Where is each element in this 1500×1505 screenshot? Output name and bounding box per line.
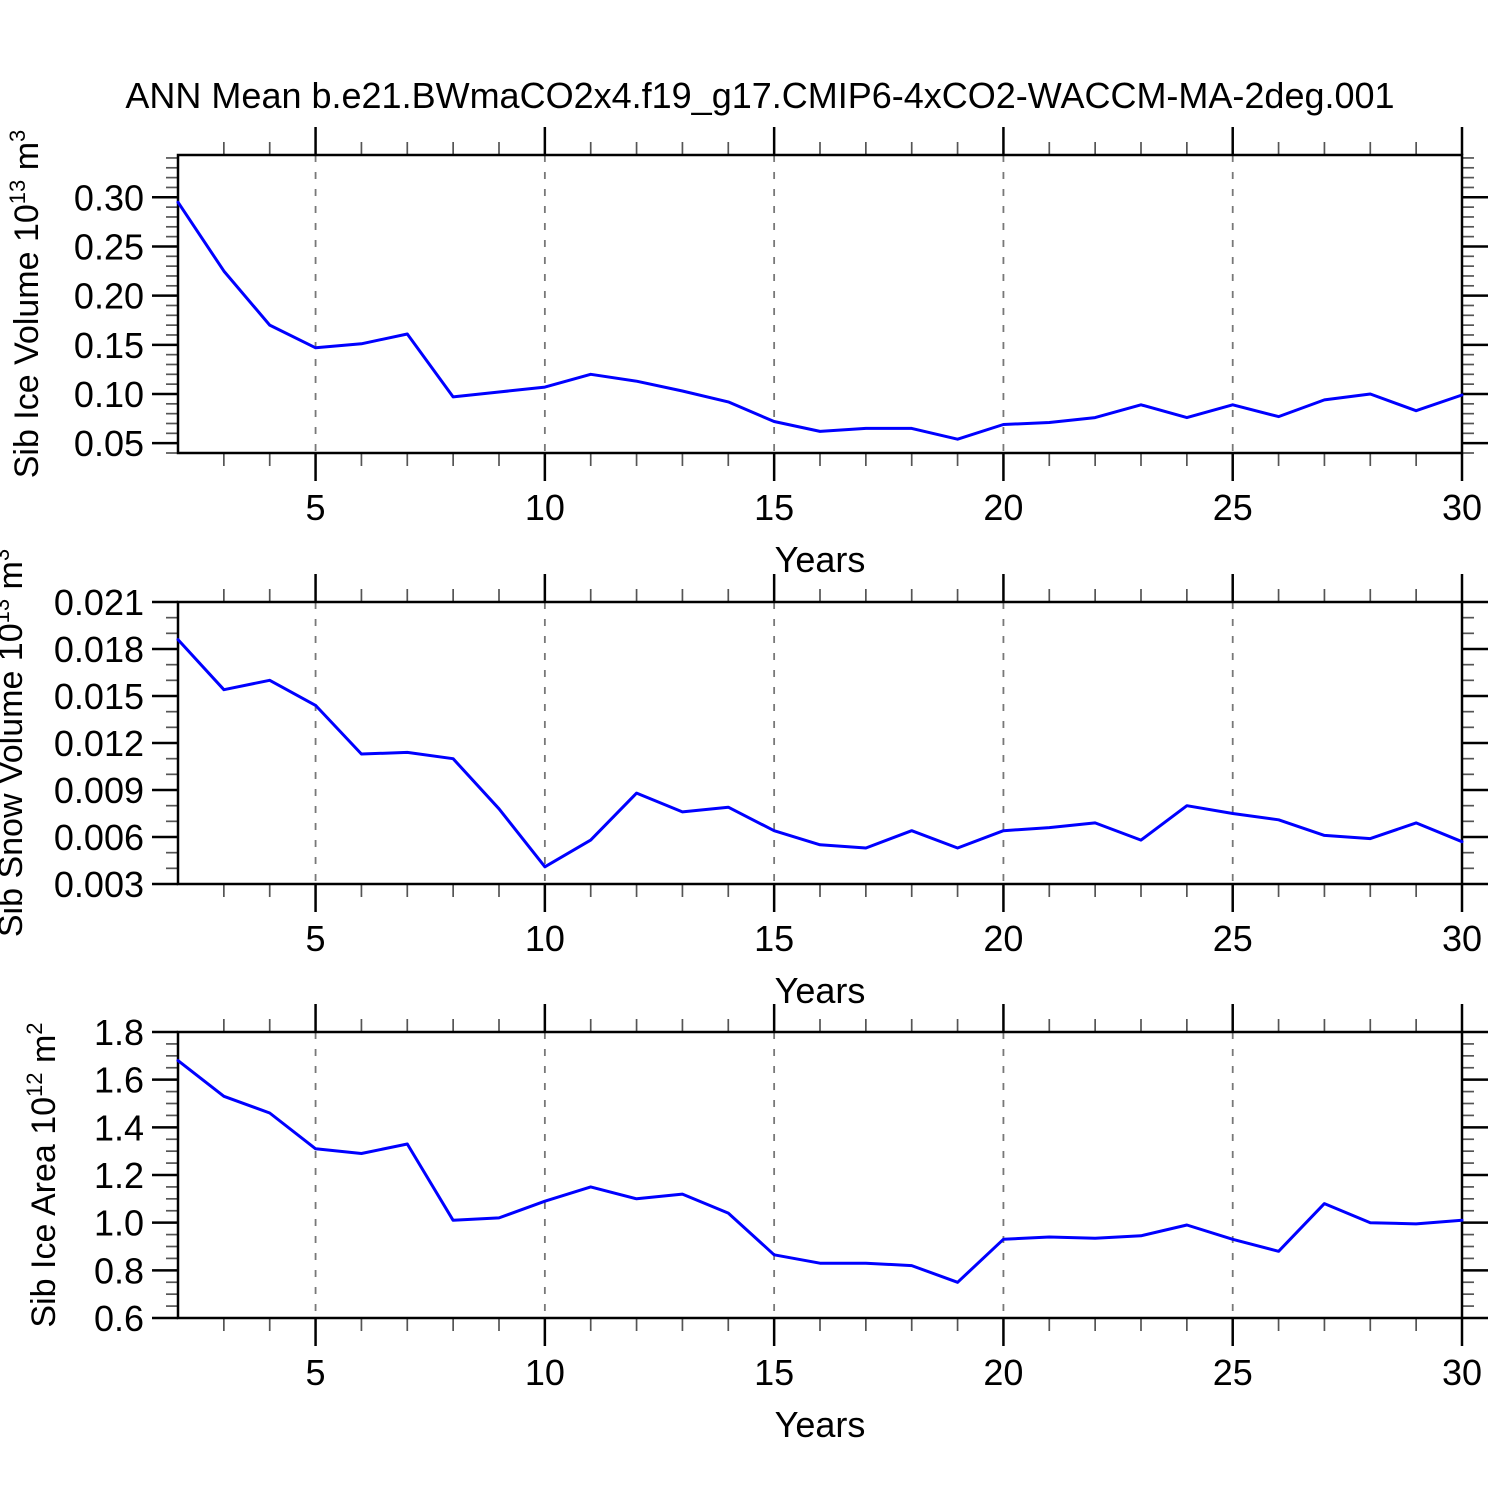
x-tick-label: 10 — [525, 1352, 565, 1393]
y-tick-label: 1.2 — [94, 1155, 144, 1196]
x-axis-title: Years — [775, 970, 866, 1011]
plot-frame — [176, 600, 1464, 886]
y-tick-label: 0.15 — [74, 325, 144, 366]
x-tick-label: 15 — [754, 1352, 794, 1393]
y-tick-label: 1.6 — [94, 1060, 144, 1101]
y-axis-title-exponent: 13 — [5, 180, 30, 204]
x-axis-title: Years — [775, 1404, 866, 1445]
y-tick-label: 0.10 — [74, 374, 144, 415]
y-tick-label: 0.6 — [94, 1298, 144, 1339]
y-tick-label: 0.009 — [54, 770, 144, 811]
plot-frame — [176, 153, 1464, 455]
panel-sib-ice-area: 5 10 15 20 25 30 0.6 0.8 1.0 1.2 1.4 1.6 1.8 Years Sib… — [22, 1004, 1488, 1445]
y-axis-title-exponent: 3 — [5, 130, 30, 142]
x-tick-label: 20 — [983, 918, 1023, 959]
data-line-sib-ice-area — [176, 1059, 1464, 1284]
panel-sib-snow-volume: 5 10 15 20 25 30 0.003 0.006 0.009 0.012 0.015 0.01… — [0, 549, 1488, 1011]
x-tick-label: 5 — [306, 918, 326, 959]
y-axis-title: Sib Ice Volume 1013 m3 — [5, 130, 46, 479]
y-axis-title-exponent: 13 — [0, 599, 14, 623]
y-axis-title: Sib Snow Volume 1013 m3 — [0, 549, 30, 937]
y-tick-label: 0.015 — [54, 676, 144, 717]
x-tick-label: 25 — [1213, 918, 1253, 959]
y-tick-label: 0.25 — [74, 226, 144, 267]
y-tick-label: 0.021 — [54, 582, 144, 623]
y-tick-label: 0.003 — [54, 864, 144, 905]
data-line-sib-snow-volume — [176, 638, 1464, 869]
y-tick-label: 0.018 — [54, 629, 144, 670]
y-tick-label: 0.30 — [74, 177, 144, 218]
y-tick-label: 0.05 — [74, 423, 144, 464]
x-tick-label: 30 — [1442, 1352, 1482, 1393]
x-tick-label: 25 — [1213, 1352, 1253, 1393]
y-axis-title-text: m — [25, 1035, 63, 1073]
x-tick-label: 20 — [983, 1352, 1023, 1393]
x-tick-label: 20 — [983, 487, 1023, 528]
y-tick-label: 0.20 — [74, 276, 144, 317]
y-tick-label: 0.012 — [54, 723, 144, 764]
y-axis-title-exponent: 2 — [22, 1022, 47, 1034]
x-tick-label: 25 — [1213, 487, 1253, 528]
y-tick-label: 1.0 — [94, 1203, 144, 1244]
x-tick-label: 15 — [754, 918, 794, 959]
x-tick-label: 30 — [1442, 487, 1482, 528]
chart-title: ANN Mean b.e21.BWmaCO2x4.f19_g17.CMIP6-4… — [125, 75, 1394, 116]
y-axis-title-exponent: 3 — [0, 549, 14, 561]
x-tick-label: 10 — [525, 918, 565, 959]
panel-sib-ice-volume: 5 10 15 20 25 30 0.05 0.10 0.15 0.20 0.25 0.30 Years… — [5, 127, 1488, 580]
y-tick-label: 0.006 — [54, 817, 144, 858]
y-axis-title: Sib Ice Area 1012 m2 — [22, 1022, 63, 1327]
x-tick-label: 5 — [306, 1352, 326, 1393]
y-axis-title-text: Sib Ice Area 10 — [25, 1097, 63, 1328]
x-tick-label: 5 — [306, 487, 326, 528]
y-axis-title-text: Sib Ice Volume 10 — [8, 204, 46, 478]
y-tick-label: 1.4 — [94, 1107, 144, 1148]
x-tick-label: 15 — [754, 487, 794, 528]
y-axis-title-text: m — [8, 142, 46, 180]
y-axis-title-text: Sib Snow Volume 10 — [0, 623, 30, 937]
y-tick-label: 1.8 — [94, 1012, 144, 1053]
y-axis-title-text: m — [0, 561, 30, 599]
x-axis-title: Years — [775, 539, 866, 580]
y-axis-title-exponent: 12 — [22, 1072, 47, 1096]
data-line-sib-ice-volume — [176, 200, 1464, 441]
x-tick-label: 30 — [1442, 918, 1482, 959]
plot-frame — [176, 1030, 1464, 1320]
y-tick-label: 0.8 — [94, 1250, 144, 1291]
x-tick-label: 10 — [525, 487, 565, 528]
